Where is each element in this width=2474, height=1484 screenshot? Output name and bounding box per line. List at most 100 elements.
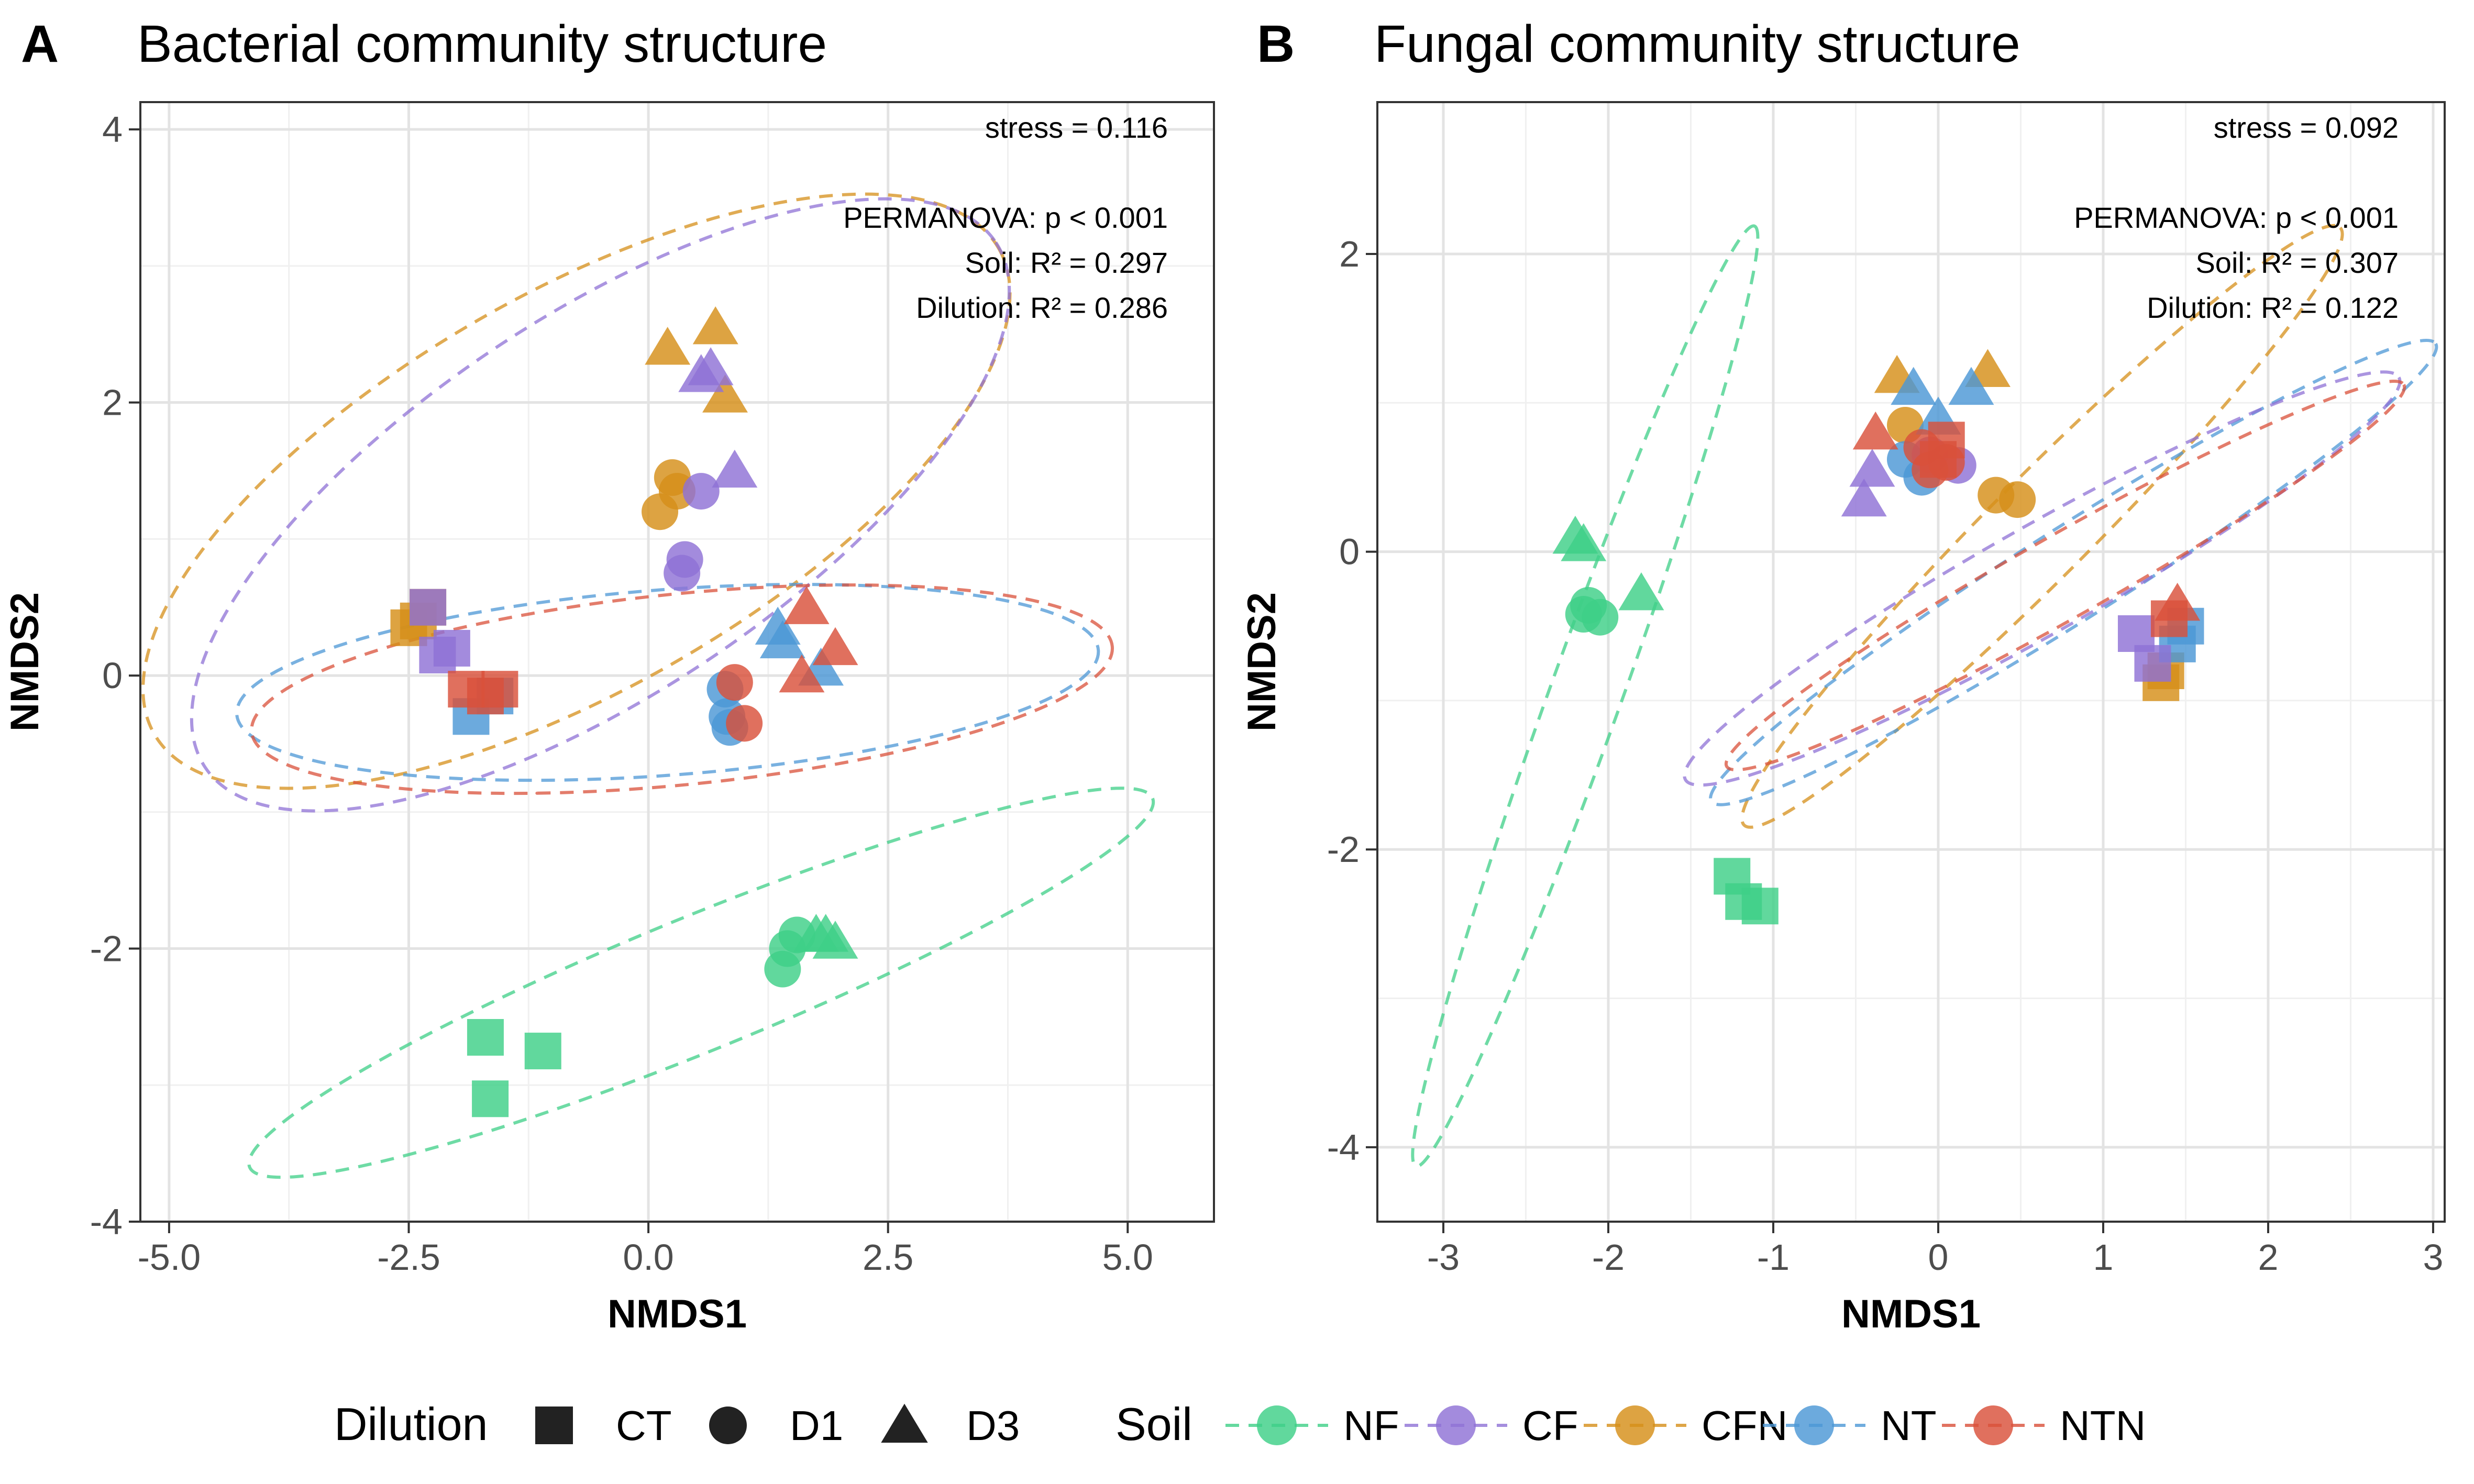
point-cf-ct (433, 629, 470, 667)
y-tick-label: -4 (90, 1201, 123, 1242)
point-cfn-d1 (642, 493, 679, 530)
legend-label-nt: NT (1881, 1402, 1937, 1449)
point-cf-d3 (1841, 478, 1887, 517)
panel-b-annotations: stress = 0.092 PERMANOVA: p < 0.001 Soil: … (2074, 111, 2399, 324)
legend-soil-items: NF CF CFN NT NTN (1225, 1402, 2146, 1449)
panel-a-points (390, 306, 858, 1117)
point-nf-d3 (1618, 572, 1664, 611)
point-nt-d3 (759, 620, 805, 659)
panel-a-ticks: -5.0 -2.5 0.0 2.5 5.0 -4 -2 0 2 4 (90, 109, 1153, 1278)
panel-a-y-axis-label: NMDS2 (3, 592, 47, 732)
y-tick-label: 0 (102, 655, 123, 696)
legend-dot-cf (1436, 1405, 1476, 1445)
legend-dot-ntn (1973, 1405, 2013, 1445)
panel-b-title: Fungal community structure (1374, 15, 2020, 73)
point-nf-d3 (803, 914, 849, 952)
point-nf-ct (524, 1033, 561, 1070)
x-tick-label: 0.0 (623, 1237, 673, 1278)
annotation-line: stress = 0.116 (985, 111, 1168, 144)
panel-a-title: Bacterial community structure (137, 15, 827, 73)
legend-soil-title: Soil (1115, 1398, 1192, 1450)
panel-a-x-axis-label: NMDS1 (608, 1292, 747, 1336)
legend-shape-d1 (709, 1407, 747, 1444)
point-nt-d3 (1891, 367, 1937, 405)
panel-b-frame (1376, 101, 2446, 1223)
legend-dilution-items: CT D1 D3 (535, 1402, 1020, 1449)
legend-dot-nf (1257, 1405, 1297, 1445)
point-nf-d3 (1561, 523, 1607, 561)
annotation-line: Dilution: R² = 0.122 (2147, 291, 2399, 324)
panel-a: A Bacterial community structure -5.0 -2.5… (3, 15, 1215, 1336)
annotation-line: Soil: R² = 0.307 (2195, 246, 2399, 279)
point-cf-d3 (1849, 448, 1895, 487)
x-tick-label: 1 (2093, 1237, 2113, 1278)
point-cf-d1 (682, 473, 720, 510)
point-cf-d3 (688, 347, 734, 385)
legend-label-ct: CT (616, 1402, 672, 1449)
y-tick-label: 4 (102, 109, 123, 150)
panel-a-frame (139, 101, 1215, 1223)
point-cfn-d3 (645, 327, 691, 365)
point-nf-d1 (764, 950, 801, 988)
x-tick-label: 5.0 (1102, 1237, 1153, 1278)
legend-shape-ct (535, 1407, 573, 1444)
panel-a-letter: A (21, 15, 59, 73)
x-tick-label: 2 (2258, 1237, 2278, 1278)
annotation-line: PERMANOVA: p < 0.001 (2074, 201, 2399, 234)
x-tick-label: -1 (1757, 1237, 1790, 1278)
annotation-line: stress = 0.092 (2214, 111, 2399, 144)
legend-dilution-title: Dilution (334, 1398, 488, 1450)
plot-background (1377, 102, 2445, 1222)
y-tick-label: -4 (1327, 1127, 1360, 1168)
annotation-line: Soil: R² = 0.297 (965, 246, 1168, 279)
point-ntn-d3 (779, 654, 825, 693)
panel-b: B Fungal community structure -3 -2 -1 0 1 2 3-… (1240, 15, 2446, 1336)
legend-label-d3: D3 (966, 1402, 1020, 1449)
x-tick-label: -3 (1427, 1237, 1460, 1278)
x-tick-label: 0 (1928, 1237, 1949, 1278)
x-tick-label: -2.5 (377, 1237, 440, 1278)
point-nt-d3 (1948, 367, 1994, 405)
panel-b-letter: B (1257, 15, 1295, 73)
panel-b-ticks: -3 -2 -1 0 1 2 3 -4 -2 0 2 (1327, 234, 2444, 1278)
point-ntn-d1 (726, 705, 763, 742)
legend-label-ntn: NTN (2060, 1402, 2146, 1449)
point-nf-ct (1741, 888, 1779, 925)
point-cf-ct (2134, 645, 2171, 682)
annotation-line: PERMANOVA: p < 0.001 (843, 201, 1168, 234)
legend-label-cf: CF (1522, 1402, 1578, 1449)
y-tick-label: 0 (1339, 531, 1360, 572)
legend: Dilution CT D1 D3 Soil NF CF CFN NT NTN (334, 1398, 2146, 1450)
point-cfn-d1 (1999, 481, 2036, 518)
point-cf-ct (410, 589, 447, 626)
x-tick-label: -2 (1592, 1237, 1625, 1278)
legend-dot-nt (1794, 1405, 1834, 1445)
panel-b-y-axis-label: NMDS2 (1240, 592, 1284, 732)
y-tick-label: -2 (90, 928, 123, 969)
ellipse-nt (235, 583, 1100, 782)
ellipse-ntn (250, 583, 1114, 795)
point-ntn-ct (1919, 441, 1957, 478)
point-nf-ct (467, 1019, 504, 1056)
point-nf-ct (472, 1080, 509, 1117)
point-ntn-d3 (1852, 411, 1898, 450)
point-ntn-d3 (783, 586, 830, 624)
point-ntn-d3 (812, 627, 858, 666)
legend-label-d1: D1 (790, 1402, 843, 1449)
y-tick-label: 2 (102, 382, 123, 423)
y-tick-label: -2 (1327, 829, 1360, 870)
point-cf-d3 (712, 449, 758, 488)
legend-label-nf: NF (1343, 1402, 1399, 1449)
point-cfn-d3 (692, 306, 738, 345)
legend-shape-d3 (881, 1403, 928, 1443)
ellipse-ntn (1724, 380, 2406, 772)
point-nf-d1 (1565, 596, 1602, 633)
y-tick-label: 2 (1339, 234, 1360, 274)
panel-b-points (1552, 349, 2204, 925)
ellipse-cf (190, 197, 1011, 813)
panel-a-annotations: stress = 0.116 PERMANOVA: p < 0.001 Soil: … (843, 111, 1168, 324)
panel-b-grid (1377, 102, 2445, 1222)
ellipse-nf (1411, 224, 1760, 1168)
point-ntn-ct (481, 671, 518, 708)
